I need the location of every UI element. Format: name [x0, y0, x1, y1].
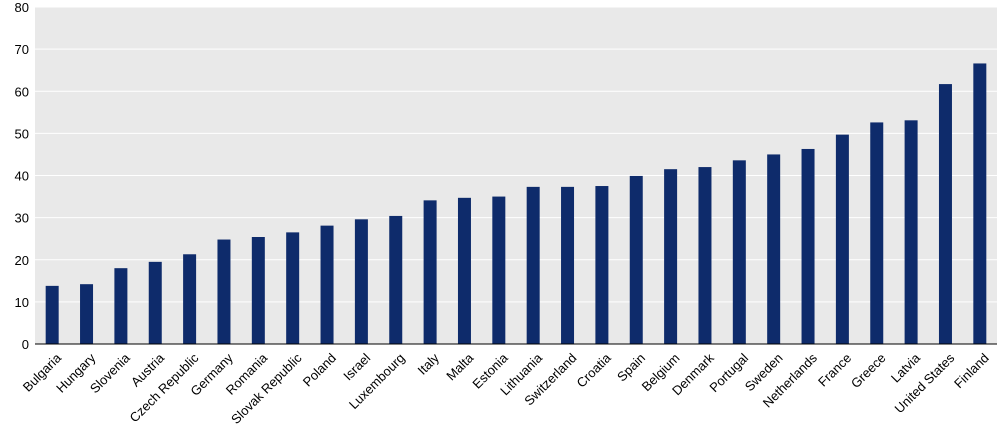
- bar-malta: [457, 197, 471, 344]
- bar-switzerland: [561, 186, 575, 344]
- bar-slovak-republic: [286, 232, 300, 344]
- x-category-label: Italy: [415, 350, 443, 378]
- bar-bulgaria: [45, 285, 59, 344]
- y-tick-label: 10: [15, 295, 29, 310]
- x-category-label: Croatia: [574, 350, 615, 391]
- bar-united-states: [938, 84, 952, 345]
- bar-italy: [423, 200, 437, 344]
- x-category-label: France: [815, 350, 854, 389]
- x-category-label: Greece: [848, 350, 889, 391]
- bar-germany: [217, 239, 231, 344]
- y-tick-label: 50: [15, 126, 29, 141]
- bar-france: [835, 134, 849, 344]
- bar-lithuania: [526, 186, 540, 344]
- x-category-label: Portugal: [706, 350, 751, 395]
- bar-portugal: [732, 160, 746, 344]
- bar-finland: [973, 63, 987, 344]
- x-category-label: Finland: [951, 350, 992, 391]
- bar-sweden: [767, 154, 781, 344]
- bar-israel: [354, 219, 368, 344]
- y-tick-label: 60: [15, 84, 29, 99]
- bar-romania: [251, 237, 265, 344]
- bars: [45, 63, 987, 345]
- y-tick-label: 0: [22, 337, 29, 352]
- bar-estonia: [492, 196, 506, 344]
- y-tick-label: 30: [15, 211, 29, 226]
- y-axis-ticks: 0 10 20 30 40 50 60 70 80: [15, 0, 29, 352]
- bar-belgium: [664, 169, 678, 344]
- bar-hungary: [80, 284, 94, 344]
- y-tick-label: 40: [15, 169, 29, 184]
- y-tick-label: 20: [15, 253, 29, 268]
- x-category-label: Poland: [300, 350, 339, 389]
- bar-spain: [629, 175, 643, 344]
- bar-croatia: [595, 186, 609, 344]
- bar-luxembourg: [389, 215, 403, 344]
- bar-netherlands: [801, 148, 815, 344]
- bar-denmark: [698, 167, 712, 344]
- y-tick-label: 70: [15, 42, 29, 57]
- bar-austria: [148, 261, 162, 344]
- bar-latvia: [904, 120, 918, 344]
- bar-czech-republic: [183, 254, 197, 344]
- bar-greece: [870, 122, 884, 344]
- bar-poland: [320, 225, 334, 344]
- bar-slovenia: [114, 268, 128, 344]
- y-tick-label: 80: [15, 0, 29, 15]
